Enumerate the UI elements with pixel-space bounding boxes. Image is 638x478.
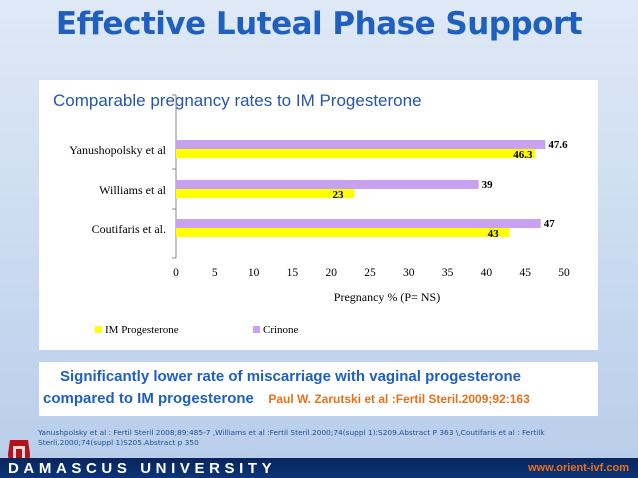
x-tick-label: 25: [364, 267, 376, 279]
x-tick-label: 0: [173, 267, 179, 279]
references-text: Yanushpolsky et al : Fertil Steril 2008;…: [38, 428, 545, 447]
legend-label: IM Progesterone: [105, 324, 179, 336]
category-label: Coutifaris et al.: [92, 222, 166, 236]
category-label: Yanushopolsky et al: [69, 143, 166, 157]
chart-subtitle: Comparable pregnancy rates to IM Progest…: [53, 91, 422, 110]
footer-bar: DAMASCUS UNIVERSITY www.orient-ivf.com: [0, 458, 638, 478]
chart-legend: IM Progesterone Crinone: [95, 324, 299, 336]
key-finding-line-2-wrapper: compared to IM progesterone Paul W. Zaru…: [43, 390, 530, 408]
x-tick-label: 20: [325, 267, 337, 279]
bar-im-progesterone: [176, 149, 536, 158]
category-label: Williams et al: [99, 183, 166, 197]
data-label-crinone: 39: [482, 179, 494, 191]
x-tick-label: 5: [212, 267, 218, 279]
data-label-crinone: 47.6: [548, 139, 568, 151]
bar-im-progesterone: [176, 228, 510, 237]
chart-labels: 47.6 46.3 39 23 47 43: [332, 139, 568, 240]
footer-university-name: DAMASCUS UNIVERSITY: [8, 460, 277, 477]
x-tick-label: 15: [287, 267, 299, 279]
key-finding-box: Significantly lower rate of miscarriage …: [39, 362, 598, 416]
bar-crinone: [176, 219, 541, 228]
key-finding-line-1: Significantly lower rate of miscarriage …: [60, 368, 521, 385]
chart-axes: 0 5 10 15 20 25 30 35 40 45 50 Yanushopolsky et al W…: [69, 94, 570, 279]
bar-crinone: [176, 180, 479, 189]
x-tick-label: 40: [481, 267, 493, 279]
legend-swatch: [253, 326, 260, 333]
x-tick-label: 50: [558, 267, 570, 279]
key-finding-citation: Paul W. Zarutski et al :Fertil Steril.20…: [268, 392, 530, 406]
data-label-im-progesterone: 23: [332, 189, 344, 201]
bar-crinone: [176, 140, 546, 149]
x-axis-label: Pregnancy % (P= NS): [334, 290, 440, 304]
x-tick-label: 30: [403, 267, 415, 279]
data-label-crinone: 47: [544, 218, 556, 230]
x-tick-label: 45: [519, 267, 531, 279]
data-label-im-progesterone: 46.3: [513, 149, 533, 161]
bar-im-progesterone: [176, 189, 355, 198]
slide-title: Effective Luteal Phase Support: [55, 6, 583, 42]
chart-bars: [176, 140, 546, 237]
bar-chart: Comparable pregnancy rates to IM Progest…: [53, 91, 570, 336]
data-label-im-progesterone: 43: [488, 228, 500, 240]
legend-label: Crinone: [263, 324, 299, 336]
key-finding-line-2: compared to IM progesterone: [43, 390, 254, 407]
footer-website-link[interactable]: www.orient-ivf.com: [527, 462, 629, 474]
x-tick-label: 35: [442, 267, 454, 279]
x-tick-label: 10: [248, 267, 260, 279]
legend-swatch: [95, 326, 102, 333]
chart-area: Comparable pregnancy rates to IM Progest…: [39, 80, 598, 350]
